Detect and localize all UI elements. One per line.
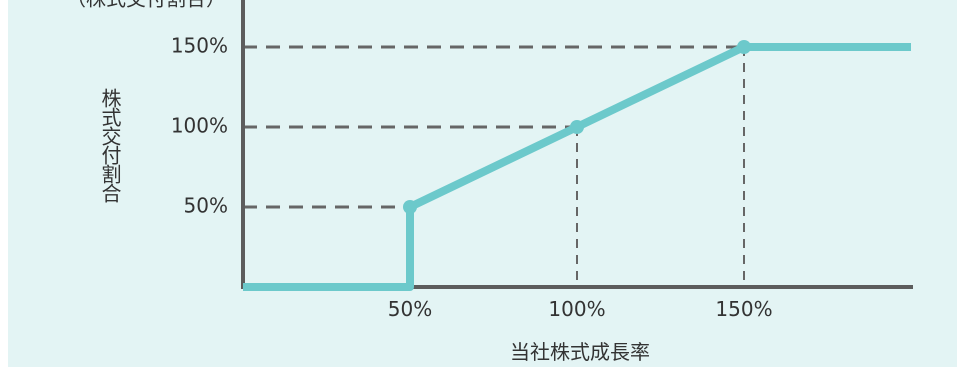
y-tick-label-3: 150%	[171, 34, 228, 58]
data-point-1	[403, 200, 417, 214]
chart-background	[8, 0, 957, 367]
x-tick-label-3: 150%	[715, 297, 772, 321]
data-point-2	[570, 120, 584, 134]
x-tick-label-1: 50%	[388, 297, 432, 321]
tick-labels: 50% 100% 150% 50% 100% 150%	[171, 34, 773, 322]
y-tick-label-1: 50%	[184, 194, 228, 218]
top-label: （株式交付割合）	[66, 0, 226, 11]
series-layer	[243, 40, 911, 291]
series-line-1	[243, 43, 911, 291]
y-axis-label: 株式交付割合	[98, 88, 122, 203]
y-tick-label-2: 100%	[171, 114, 228, 138]
data-point-3	[737, 40, 751, 54]
x-axis-label: 当社株式成長率	[510, 340, 650, 364]
x-tick-label-2: 100%	[548, 297, 605, 321]
